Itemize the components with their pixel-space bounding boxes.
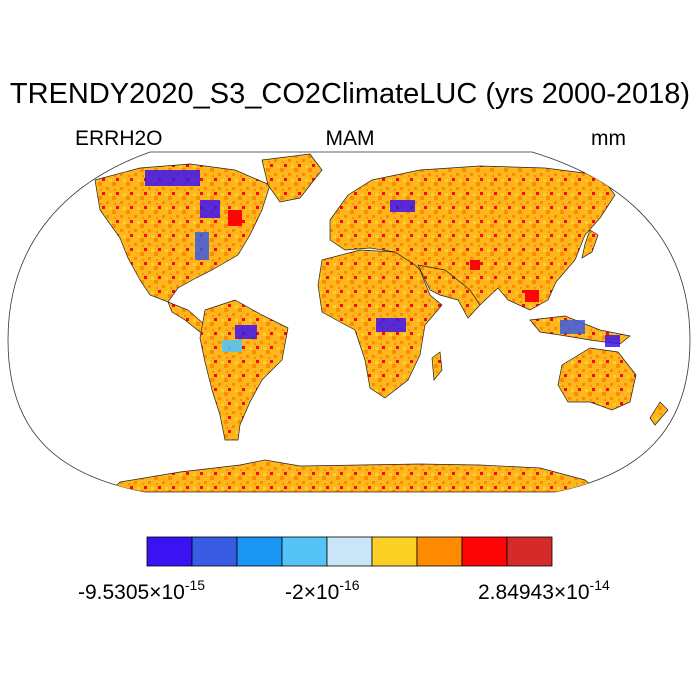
anomaly-patch	[470, 260, 480, 270]
south-america	[199, 299, 289, 441]
colorbar-min-label: -9.5305×10-15	[78, 577, 206, 604]
madagascar	[431, 351, 443, 381]
colorbar-swatch	[461, 536, 508, 567]
colorbar-swatch	[146, 536, 193, 567]
anomaly-patch	[195, 232, 209, 260]
colorbar-swatch	[416, 536, 463, 567]
anomaly-patch	[605, 335, 620, 347]
colorbar-swatch	[506, 536, 553, 567]
colorbar-swatch	[326, 536, 373, 567]
anomaly-patch	[145, 170, 200, 186]
anomaly-patch	[222, 340, 242, 352]
colorbar-max-label: 2.84943×10-14	[478, 577, 610, 604]
north-america	[94, 163, 271, 303]
anomaly-patch	[560, 320, 585, 334]
greenland	[261, 153, 323, 203]
japan	[581, 229, 599, 259]
colorbar-swatch	[281, 536, 328, 567]
south-asia	[417, 264, 481, 319]
anomaly-patch	[376, 318, 406, 332]
units-label: mm	[591, 127, 626, 150]
colorbar	[146, 536, 553, 567]
anomaly-patch	[228, 210, 242, 226]
colorbar-swatch	[371, 536, 418, 567]
anomaly-patch	[235, 325, 257, 339]
colorbar-swatch	[191, 536, 238, 567]
anomaly-patch	[200, 200, 220, 218]
new-zealand	[649, 401, 669, 426]
antarctica	[109, 459, 601, 492]
colorbar-mid-label: -2×10-16	[285, 577, 360, 604]
anomaly-patch	[525, 290, 539, 302]
anomaly-patch	[390, 200, 415, 212]
world-map	[7, 151, 691, 493]
plot-title: TRENDY2020_S3_CO2ClimateLUC (yrs 2000-20…	[9, 78, 691, 110]
colorbar-swatch	[236, 536, 283, 567]
season-label: MAM	[325, 127, 375, 150]
australia	[557, 347, 637, 411]
variable-label: ERRH2O	[75, 127, 163, 150]
